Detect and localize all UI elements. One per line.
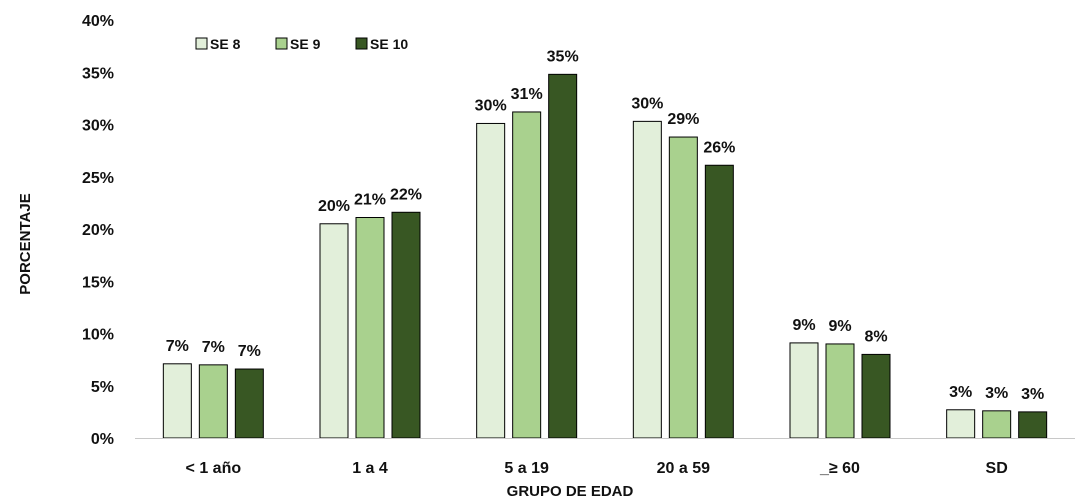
bar-se-8 (476, 122, 506, 439)
y-tick-label: 10% (82, 327, 114, 344)
data-label: 8% (864, 328, 887, 345)
data-label: 7% (238, 343, 261, 360)
data-label: 7% (166, 338, 189, 355)
legend-swatch-se-9 (275, 37, 288, 50)
data-label: 31% (511, 86, 543, 103)
bar-se-10 (391, 211, 421, 439)
y-tick-label: 35% (82, 65, 114, 82)
data-label: 20% (318, 198, 350, 215)
y-tick-label: 20% (82, 222, 114, 239)
legend: SE 8 SE 9 SE 10 (195, 36, 408, 52)
y-tick-label: 0% (91, 431, 114, 448)
x-tick-label: < 1 año (186, 460, 242, 477)
bar-se-9 (198, 364, 228, 439)
bar-se-10 (234, 368, 264, 439)
bar-se-8 (162, 363, 192, 439)
data-label: 9% (792, 317, 815, 334)
data-labels-group: 7% 7% 7%20% 21% 22%30%31%35%30%29%26%9% 9%8%3… (166, 48, 1044, 403)
data-label: 26% (703, 139, 735, 156)
x-axis-ticks: < 1 año 1 a 4 5 a 19 20 a 59 _≥ 60 SD (186, 460, 1008, 477)
bar-se-10 (861, 353, 891, 439)
x-tick-label: 20 a 59 (657, 460, 710, 477)
bars-group (162, 73, 1048, 439)
y-axis-ticks: 0% 5% 10% 15% 20% 25% 30% 35% 40% (82, 13, 114, 448)
legend-label: SE 8 (210, 36, 241, 52)
y-tick-label: 15% (82, 274, 114, 291)
data-label: 22% (390, 186, 422, 203)
bar-se-9 (825, 343, 855, 439)
bar-se-8 (319, 223, 349, 439)
data-label: 9% (828, 318, 851, 335)
legend-label: SE 9 (290, 36, 321, 52)
data-label: 30% (631, 95, 663, 112)
legend-swatch-se-10 (355, 37, 368, 50)
data-label: 7% (202, 339, 225, 356)
x-tick-label: 5 a 19 (504, 460, 549, 477)
data-label: 3% (1021, 386, 1044, 403)
data-label: 21% (354, 192, 386, 209)
legend-label: SE 10 (370, 36, 408, 52)
bar-se-8 (946, 409, 976, 439)
data-label: 30% (475, 97, 507, 114)
x-tick-label: SD (986, 460, 1008, 477)
y-tick-label: 5% (91, 379, 114, 396)
legend-swatch-se-8 (195, 37, 208, 50)
bar-se-10 (704, 164, 734, 439)
bar-se-10 (1018, 411, 1048, 439)
x-tick-label: _≥ 60 (819, 460, 860, 477)
x-tick-label: 1 a 4 (352, 460, 388, 477)
data-label: 3% (949, 384, 972, 401)
y-axis-title: PORCENTAJE (17, 193, 34, 294)
bar-se-9 (668, 136, 698, 439)
data-label: 35% (547, 48, 579, 65)
bar-se-9 (982, 410, 1012, 439)
bar-se-10 (548, 73, 578, 439)
y-tick-label: 40% (82, 13, 114, 30)
y-tick-label: 30% (82, 118, 114, 135)
data-label: 3% (985, 385, 1008, 402)
data-label: 29% (667, 111, 699, 128)
bar-se-8 (789, 342, 819, 439)
bar-se-8 (632, 120, 662, 439)
y-tick-label: 25% (82, 170, 114, 187)
bar-se-9 (512, 111, 542, 439)
x-axis-title: GRUPO DE EDAD (507, 483, 634, 500)
bar-se-9 (355, 217, 385, 439)
